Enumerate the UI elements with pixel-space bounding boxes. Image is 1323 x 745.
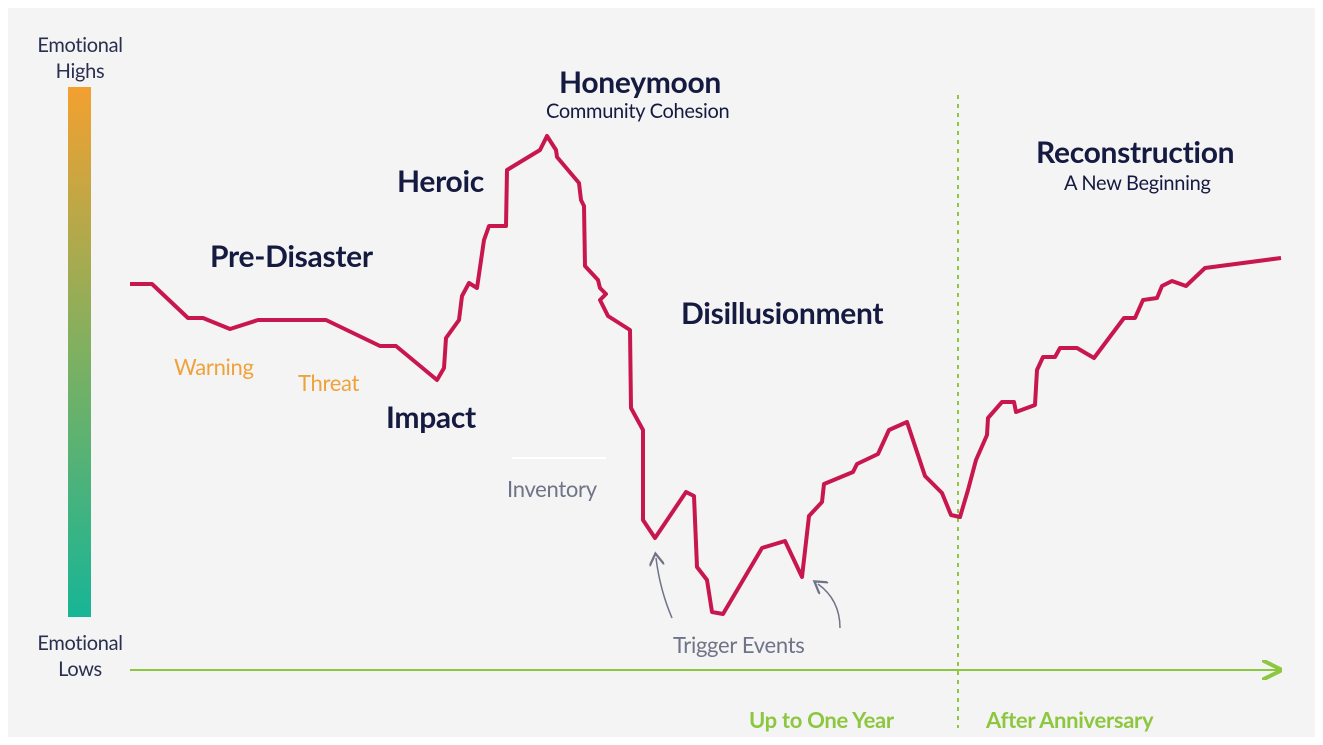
phase-title: Pre-Disaster — [210, 238, 373, 274]
phase-subtitle: A New Beginning — [1064, 171, 1211, 195]
event-label: Warning — [174, 353, 254, 380]
phase-title: Reconstruction — [1036, 134, 1235, 170]
timeline-label: Up to One Year — [749, 706, 894, 733]
scale-low: Emotional Lows — [37, 631, 123, 681]
phase-title: Impact — [386, 399, 476, 435]
phase-title: Honeymoon — [559, 64, 722, 100]
scale-high: Emotional Highs — [37, 33, 123, 83]
trigger-arrow — [656, 558, 673, 619]
phase-title: Heroic — [397, 163, 484, 199]
event-label: Inventory — [507, 475, 597, 502]
panel — [8, 8, 1315, 737]
phase-title: Disillusionment — [681, 295, 884, 331]
event-label: Trigger Events — [673, 631, 805, 658]
emotion-curve — [130, 134, 1282, 616]
emotion-scale-bar — [68, 87, 91, 617]
timeline-label: After Anniversary — [986, 706, 1154, 733]
phase-subtitle: Community Cohesion — [546, 99, 730, 123]
trigger-arrow — [818, 584, 841, 629]
event-label: Threat — [298, 369, 360, 396]
